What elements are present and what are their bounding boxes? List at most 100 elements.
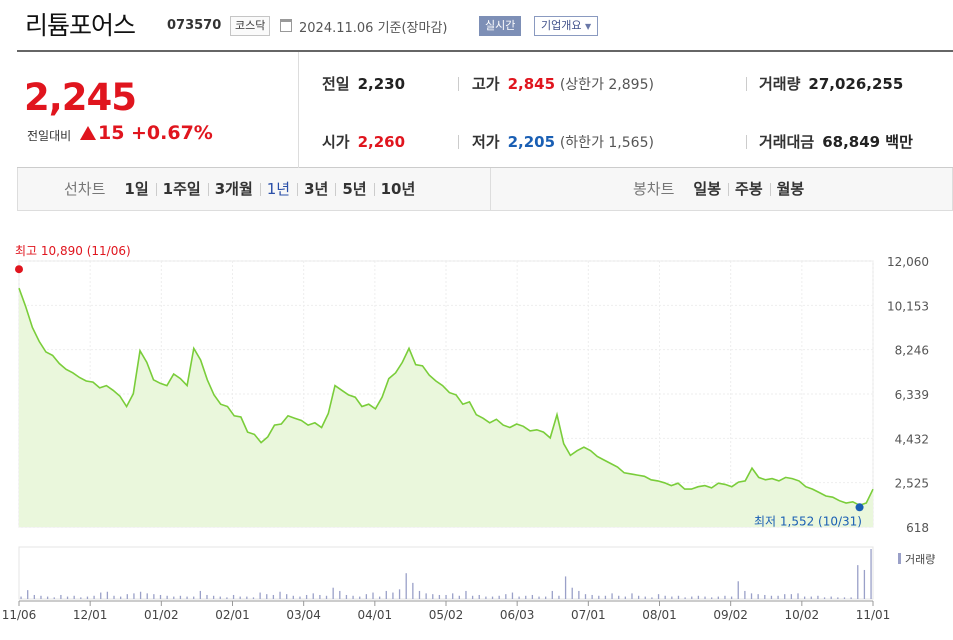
volume-bar: [219, 596, 221, 599]
x-tick-label: 08/01: [642, 608, 677, 622]
low-label: 저가: [472, 133, 500, 151]
volume-legend-swatch: [898, 553, 901, 564]
tab-3-month[interactable]: 3개월: [207, 168, 260, 210]
candle-chart-tabs: 봉차트 일봉 주봉 월봉: [633, 168, 811, 210]
volume-bar: [764, 594, 766, 599]
price-line: [18, 287, 874, 507]
volume-bar: [538, 596, 540, 599]
volume-bar: [153, 594, 155, 599]
company-overview-button[interactable]: 기업개요 ▼: [534, 16, 599, 36]
volume-bar: [86, 596, 89, 599]
realtime-button[interactable]: 실시간: [479, 16, 522, 36]
volume-bar: [691, 596, 693, 599]
lower-limit: (하한가 1,565): [559, 135, 654, 151]
volume-bar: [604, 595, 607, 599]
high-label: 고가: [472, 75, 500, 93]
open-price: 시가 2,260: [322, 131, 405, 152]
prev-close-value: 2,230: [357, 75, 406, 93]
price-table: 2,245 전일대비 15 +0.67% 전일 2,230 고가 2,845 (상한…: [17, 50, 953, 168]
volume-bar: [737, 581, 739, 599]
volume-value: 27,026,255: [808, 75, 904, 93]
volume-bar: [518, 596, 520, 599]
tab-1-year[interactable]: 1년: [259, 168, 297, 210]
chevron-down-icon: ▼: [584, 22, 592, 31]
divider: [746, 77, 747, 91]
volume-bar: [624, 596, 626, 599]
open-label: 시가: [322, 133, 350, 151]
volume-bar: [870, 549, 872, 599]
volume-bar: [644, 596, 646, 599]
volume-bar: [684, 597, 686, 599]
tab-1-day[interactable]: 1일: [124, 180, 149, 198]
volume-bar: [651, 597, 653, 599]
volume-bar: [179, 595, 182, 599]
volume-bar: [817, 595, 819, 599]
volume-bar: [385, 590, 387, 599]
tab-1-week[interactable]: 1주일: [155, 168, 208, 210]
volume-bar: [452, 593, 454, 599]
volume-bar: [339, 590, 341, 599]
volume-bar: [398, 589, 401, 599]
volume-bar: [784, 594, 786, 599]
volume-bar: [292, 595, 294, 599]
volume-bar: [551, 590, 553, 599]
stock-header: 리튬포어스 073570 코스닥 2024.11.06 기준(장마감) 실시간 …: [0, 0, 953, 50]
volume-bar: [46, 596, 49, 599]
volume-bar: [584, 594, 587, 599]
tab-weekly-candle[interactable]: 주봉: [728, 168, 770, 210]
prev-close: 전일 2,230: [322, 73, 405, 94]
x-tick-label: 05/02: [429, 608, 464, 622]
x-tick-label: 04/01: [358, 608, 393, 622]
volume-bar: [744, 590, 746, 599]
candle-chart-label: 봉차트: [633, 180, 675, 198]
volume-bar: [525, 595, 527, 599]
volume-bar: [133, 593, 135, 599]
line-chart-tabs: 선차트 1일 1주일 3개월 1년 3년 5년 10년: [64, 168, 422, 210]
price-change-pct: +0.67%: [131, 122, 213, 144]
volume-bar: [345, 594, 348, 599]
volume-bar: [120, 596, 122, 599]
market-badge: 코스닥: [230, 16, 271, 36]
volume-bar: [471, 595, 474, 599]
tab-daily-candle[interactable]: 일봉: [693, 180, 722, 198]
tab-10-year[interactable]: 10년: [373, 168, 423, 210]
volume-bar: [445, 594, 447, 599]
volume-bar: [511, 592, 514, 599]
tab-monthly-candle[interactable]: 월봉: [769, 168, 812, 210]
stock-code: 073570: [167, 18, 222, 33]
trade-value-value: 68,849 백만: [822, 133, 913, 151]
volume-bar: [60, 594, 62, 599]
volume-bar: [312, 593, 314, 599]
volume-bar: [106, 591, 109, 599]
volume-bar: [212, 595, 215, 599]
volume-bar: [372, 592, 374, 599]
volume-bar: [80, 597, 82, 599]
price-chart: 11/06 12/01 01/02 02/01 03/04 04/01 05/02 06/03…: [2, 244, 936, 622]
volume-bar: [458, 595, 460, 599]
tab-5-year[interactable]: 5년: [335, 168, 373, 210]
prev-close-label: 전일: [322, 75, 350, 93]
volume-bar: [711, 597, 713, 599]
volume-bar: [571, 587, 573, 599]
price-area-fill: [19, 288, 873, 527]
volume-bar: [478, 594, 480, 599]
volume-bar: [20, 596, 22, 599]
volume-bar: [206, 594, 208, 599]
volume-bar: [704, 596, 706, 599]
volume-bar: [618, 595, 620, 599]
low-annotation: 최저 1,552 (10/31): [754, 514, 862, 528]
tab-3-year[interactable]: 3년: [297, 168, 335, 210]
volume-bar: [465, 590, 467, 599]
volume-bar: [166, 595, 168, 599]
volume-bar: [392, 592, 394, 599]
volume-bar: [425, 593, 427, 599]
volume-bar: [578, 590, 580, 599]
high-marker: [15, 265, 23, 274]
volume-bar: [299, 596, 301, 599]
divider: [746, 135, 747, 149]
high-value: 2,845: [507, 75, 556, 93]
volume-bar: [272, 594, 275, 599]
current-price-box: 2,245 전일대비 15 +0.67%: [17, 52, 299, 168]
trade-value-label: 거래대금: [759, 133, 815, 151]
volume-bar: [545, 596, 547, 599]
